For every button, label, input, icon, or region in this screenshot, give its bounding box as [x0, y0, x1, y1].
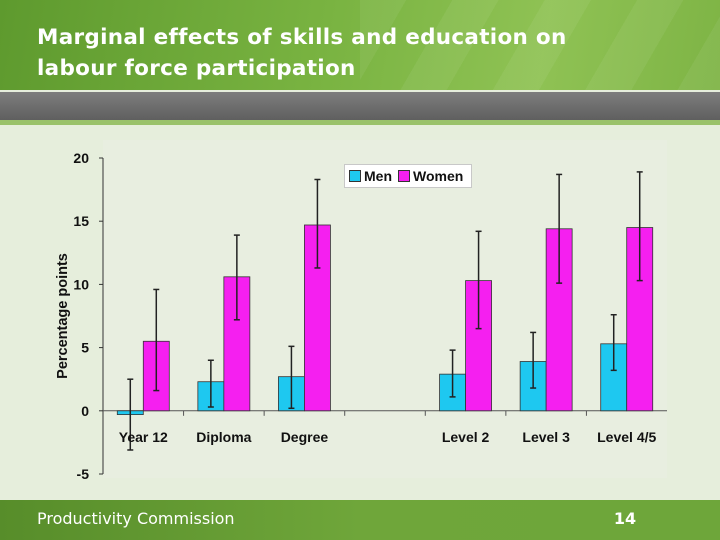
y-tick-label: 15	[73, 213, 89, 229]
x-category-label: Level 3	[522, 429, 570, 445]
legend-item-women: Women	[398, 168, 463, 184]
bar-layer	[116, 224, 654, 415]
slide-header: Marginal effects of skills and education…	[0, 0, 720, 90]
slide-title-line1: Marginal effects of skills and education…	[37, 25, 567, 50]
header-divider-accent	[0, 120, 720, 125]
y-tick-label: 0	[81, 403, 89, 419]
label-layer: -5 0 5 10 15 20 Year 12 Diploma Degree Level 2 Lev…	[73, 150, 656, 482]
x-category-label: Diploma	[196, 429, 251, 445]
footer-organization: Productivity Commission	[37, 509, 235, 528]
legend-item-men: Men	[349, 168, 392, 184]
legend-swatch-women	[398, 170, 410, 182]
y-axis-label: Percentage points	[55, 253, 71, 379]
slide-title: Marginal effects of skills and education…	[37, 22, 677, 84]
slide-title-line2: labour force participation	[37, 56, 356, 81]
error-bar-layer	[127, 171, 643, 451]
plot-area	[103, 140, 667, 478]
y-tick-label: 5	[81, 340, 89, 356]
chart-legend: Men Women	[344, 164, 472, 188]
header-decoration	[360, 0, 720, 90]
x-category-label: Level 2	[442, 429, 490, 445]
axis-layer	[99, 157, 667, 475]
x-category-label: Degree	[281, 429, 329, 445]
y-tick-label: 20	[73, 150, 89, 166]
header-divider-band	[0, 92, 720, 120]
x-category-label: Year 12	[119, 429, 168, 445]
y-tick-label: -5	[77, 466, 90, 482]
y-tick-label: 10	[73, 276, 89, 292]
x-category-label: Level 4/5	[597, 429, 656, 445]
legend-label-women: Women	[413, 168, 464, 184]
page-number: 14	[613, 509, 637, 528]
legend-swatch-men	[349, 170, 361, 182]
legend-label-men: Men	[364, 168, 392, 184]
slide-footer: Productivity Commission 14	[0, 500, 720, 540]
